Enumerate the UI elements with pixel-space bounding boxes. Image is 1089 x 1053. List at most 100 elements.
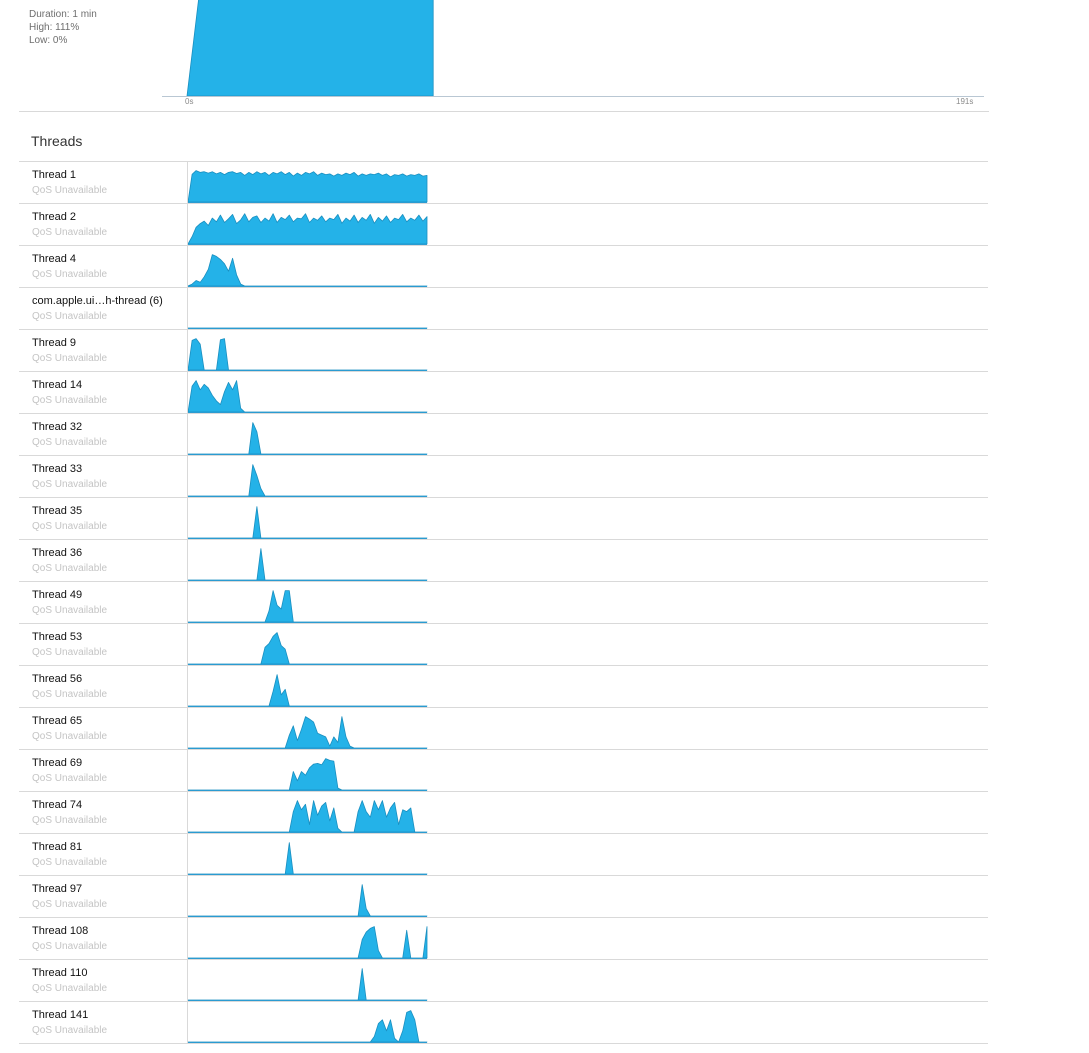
thread-qos: QoS Unavailable xyxy=(32,227,108,238)
thread-activity-graph[interactable] xyxy=(188,876,428,917)
thread-activity-graph[interactable] xyxy=(188,666,428,707)
thread-activity-graph[interactable] xyxy=(188,162,428,203)
row-divider xyxy=(19,707,988,708)
thread-name: Thread 2 xyxy=(32,211,77,223)
duration-label: Duration: 1 min xyxy=(29,9,97,20)
graph-left-divider xyxy=(187,245,188,287)
thread-row[interactable]: Thread 9 QoS Unavailable xyxy=(0,329,1089,371)
thread-qos: QoS Unavailable xyxy=(32,353,108,364)
thread-row[interactable]: Thread 36 QoS Unavailable xyxy=(0,539,1089,581)
thread-activity-area xyxy=(188,800,428,833)
thread-activity-graph[interactable] xyxy=(188,918,428,959)
thread-activity-graph[interactable] xyxy=(188,288,428,329)
row-divider xyxy=(19,329,988,330)
graph-left-divider xyxy=(187,833,188,875)
thread-name: Thread 74 xyxy=(32,799,83,811)
thread-activity-graph[interactable] xyxy=(188,456,428,497)
thread-activity-graph[interactable] xyxy=(188,330,428,371)
thread-qos: QoS Unavailable xyxy=(32,311,108,322)
thread-row[interactable]: Thread 4 QoS Unavailable xyxy=(0,245,1089,287)
row-divider xyxy=(19,539,988,540)
thread-activity-graph[interactable] xyxy=(188,1002,428,1043)
graph-left-divider xyxy=(187,581,188,623)
thread-name: Thread 53 xyxy=(32,631,83,643)
thread-activity-graph[interactable] xyxy=(188,540,428,581)
thread-row[interactable]: Thread 2 QoS Unavailable xyxy=(0,203,1089,245)
row-divider xyxy=(19,287,988,288)
cpu-overview: Duration: 1 min High: 111% Low: 0% 0s 19… xyxy=(0,0,1089,112)
row-divider xyxy=(19,371,988,372)
thread-row[interactable]: Thread 53 QoS Unavailable xyxy=(0,623,1089,665)
thread-name: Thread 65 xyxy=(32,715,83,727)
thread-row[interactable]: Thread 35 QoS Unavailable xyxy=(0,497,1089,539)
graph-left-divider xyxy=(187,707,188,749)
thread-name: Thread 36 xyxy=(32,547,83,559)
row-divider xyxy=(19,875,988,876)
graph-left-divider xyxy=(187,287,188,329)
thread-activity-graph[interactable] xyxy=(188,750,428,791)
thread-name: Thread 97 xyxy=(32,883,83,895)
thread-name: com.apple.ui…h-thread (6) xyxy=(32,295,163,307)
thread-activity-graph[interactable] xyxy=(188,372,428,413)
thread-name: Thread 1 xyxy=(32,169,77,181)
cpu-stats: Duration: 1 min High: 111% Low: 0% xyxy=(29,8,97,47)
thread-activity-graph[interactable] xyxy=(188,792,428,833)
thread-activity-graph[interactable] xyxy=(188,624,428,665)
thread-qos: QoS Unavailable xyxy=(32,185,108,196)
thread-row[interactable]: Thread 69 QoS Unavailable xyxy=(0,749,1089,791)
thread-qos: QoS Unavailable xyxy=(32,479,108,490)
thread-activity-area xyxy=(188,926,428,959)
thread-activity-area xyxy=(188,716,428,749)
thread-activity-graph[interactable] xyxy=(188,498,428,539)
thread-activity-area xyxy=(188,548,428,581)
thread-activity-area xyxy=(188,213,428,245)
thread-row[interactable]: Thread 110 QoS Unavailable xyxy=(0,959,1089,1001)
thread-name: Thread 56 xyxy=(32,673,83,685)
thread-qos: QoS Unavailable xyxy=(32,857,108,868)
thread-activity-area xyxy=(188,380,428,413)
cpu-usage-graph[interactable] xyxy=(162,0,986,98)
thread-row[interactable]: Thread 81 QoS Unavailable xyxy=(0,833,1089,875)
row-divider xyxy=(19,1001,988,1002)
thread-qos: QoS Unavailable xyxy=(32,521,108,532)
row-divider xyxy=(19,581,988,582)
threads-heading: Threads xyxy=(31,133,83,149)
thread-row[interactable]: Thread 56 QoS Unavailable xyxy=(0,665,1089,707)
thread-activity-graph[interactable] xyxy=(188,708,428,749)
low-label: Low: 0% xyxy=(29,35,68,46)
graph-left-divider xyxy=(187,413,188,455)
thread-row[interactable]: Thread 1 QoS Unavailable xyxy=(0,161,1089,203)
thread-row[interactable]: Thread 14 QoS Unavailable xyxy=(0,371,1089,413)
thread-activity-graph[interactable] xyxy=(188,204,428,245)
thread-activity-graph[interactable] xyxy=(188,834,428,875)
thread-row[interactable]: Thread 33 QoS Unavailable xyxy=(0,455,1089,497)
row-divider xyxy=(19,623,988,624)
thread-activity-graph[interactable] xyxy=(188,960,428,1001)
row-divider xyxy=(19,161,988,162)
thread-name: Thread 35 xyxy=(32,505,83,517)
graph-left-divider xyxy=(187,497,188,539)
graph-left-divider xyxy=(187,455,188,497)
thread-activity-graph[interactable] xyxy=(188,582,428,623)
cpu-usage-area xyxy=(186,0,434,97)
thread-row[interactable]: Thread 108 QoS Unavailable xyxy=(0,917,1089,959)
thread-row[interactable]: Thread 74 QoS Unavailable xyxy=(0,791,1089,833)
thread-name: Thread 141 xyxy=(32,1009,89,1021)
thread-row[interactable]: com.apple.ui…h-thread (6) QoS Unavailable xyxy=(0,287,1089,329)
thread-activity-graph[interactable] xyxy=(188,414,428,455)
thread-qos: QoS Unavailable xyxy=(32,605,108,616)
graph-left-divider xyxy=(187,203,188,245)
thread-row[interactable]: Thread 32 QoS Unavailable xyxy=(0,413,1089,455)
thread-qos: QoS Unavailable xyxy=(32,395,108,406)
thread-activity-graph[interactable] xyxy=(188,246,428,287)
thread-name: Thread 33 xyxy=(32,463,83,475)
thread-row[interactable]: Thread 97 QoS Unavailable xyxy=(0,875,1089,917)
row-divider xyxy=(19,245,988,246)
thread-row[interactable]: Thread 65 QoS Unavailable xyxy=(0,707,1089,749)
high-label: High: 111% xyxy=(29,22,80,33)
thread-row[interactable]: Thread 141 QoS Unavailable xyxy=(0,1001,1089,1043)
row-divider xyxy=(19,203,988,204)
thread-name: Thread 9 xyxy=(32,337,77,349)
thread-row[interactable]: Thread 49 QoS Unavailable xyxy=(0,581,1089,623)
thread-name: Thread 108 xyxy=(32,925,89,937)
